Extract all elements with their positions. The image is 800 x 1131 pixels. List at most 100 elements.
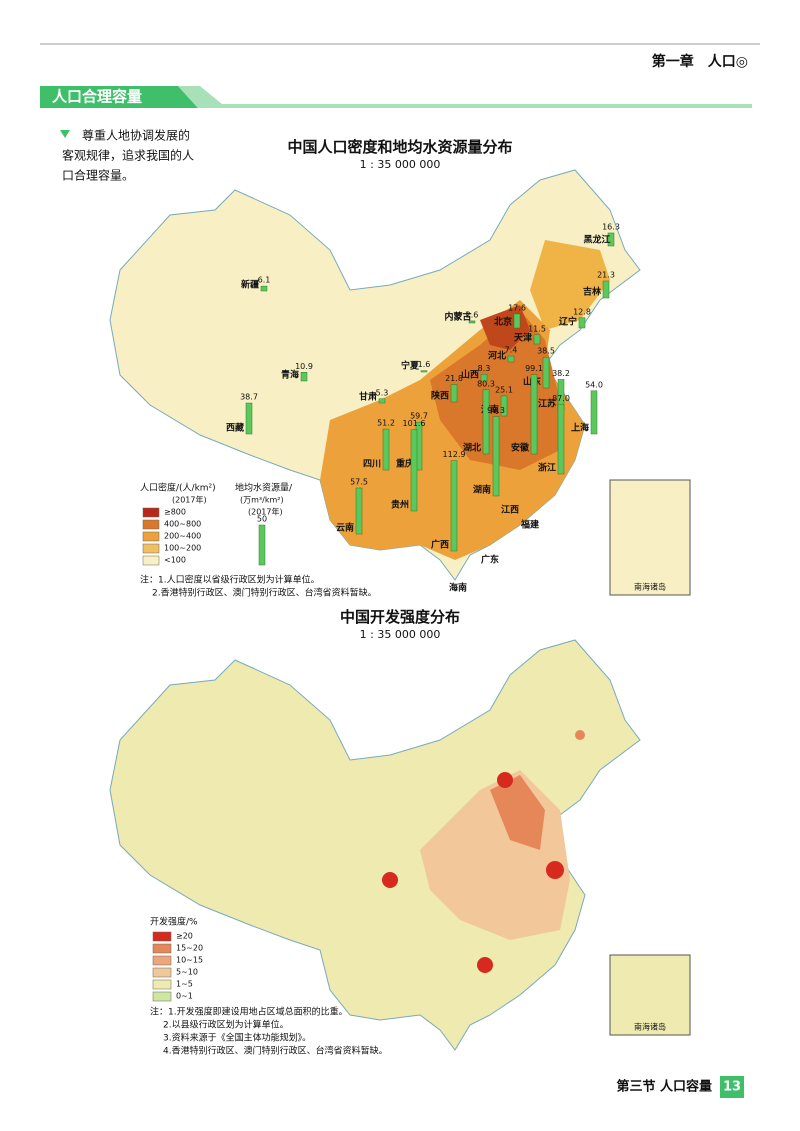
footer-section: 第三节 人口容量 bbox=[616, 1079, 712, 1095]
province-name: 广西 bbox=[431, 539, 449, 551]
map-scale: 1 : 35 000 000 bbox=[360, 158, 441, 171]
water-value: 21.8 bbox=[445, 374, 463, 383]
legend-label: 10~15 bbox=[176, 956, 203, 965]
note: 3.资料来源于《全国主体功能规划》。 bbox=[163, 1032, 311, 1044]
water-value: 16.3 bbox=[602, 222, 620, 231]
map-1: 南海诸岛 bbox=[109, 169, 691, 596]
province-name: 广东 bbox=[481, 554, 499, 566]
water-bar bbox=[602, 280, 610, 299]
section-banner-tail bbox=[178, 86, 752, 108]
water-value: 57.5 bbox=[350, 478, 368, 487]
water-bar bbox=[480, 374, 488, 382]
note: 注：1.人口密度以省级行政区划为计算单位。 bbox=[140, 574, 320, 586]
legend-label: 5~10 bbox=[176, 968, 198, 977]
water-bar bbox=[410, 429, 418, 512]
legend-label: <100 bbox=[164, 556, 186, 565]
province-name: 宁夏 bbox=[401, 360, 420, 372]
intensity-spot bbox=[382, 872, 398, 888]
section-banner bbox=[40, 86, 198, 108]
map-2: 南海诸岛 bbox=[109, 639, 691, 1051]
intensity-spot bbox=[575, 730, 585, 740]
water-bar bbox=[378, 398, 386, 404]
note: 注：1.开发强度即建设用地占区域总面积的比重。 bbox=[150, 1006, 348, 1018]
water-value: 59.7 bbox=[410, 412, 428, 421]
water-bar bbox=[492, 416, 500, 497]
intensity-spot bbox=[497, 772, 513, 788]
water-bar bbox=[578, 317, 586, 329]
legend-swatch bbox=[152, 967, 172, 978]
province-name: 海南 bbox=[449, 582, 467, 594]
legend: 开发强度/% ≥20 15~20 10~15 5~10 1~5 0~1 bbox=[150, 916, 203, 1002]
water-value: 2.6 bbox=[466, 310, 479, 319]
water-value: 6.1 bbox=[258, 276, 271, 285]
map-title: 中国开发强度分布 bbox=[340, 608, 460, 626]
province-name: 贵州 bbox=[391, 499, 409, 511]
page-number-box bbox=[720, 1076, 744, 1098]
legend-swatch bbox=[142, 507, 160, 518]
water-bar bbox=[500, 395, 508, 417]
water-value: 38.7 bbox=[240, 393, 258, 402]
inset-label: 南海诸岛 bbox=[634, 582, 666, 592]
legend-subtitle: (2017年) bbox=[248, 507, 283, 517]
province-name: 重庆 bbox=[396, 458, 414, 470]
province-name: 内蒙古 bbox=[444, 311, 471, 323]
province-name: 浙江 bbox=[538, 462, 556, 474]
province-name: 云南 bbox=[336, 522, 354, 534]
map-scale: 1 : 35 000 000 bbox=[360, 628, 441, 641]
intensity-spot bbox=[477, 957, 493, 973]
water-value: 38.2 bbox=[552, 369, 570, 378]
province-name: 吉林 bbox=[583, 286, 602, 298]
water-value: 10.9 bbox=[295, 362, 313, 371]
water-bar bbox=[607, 232, 615, 247]
province-name: 青海 bbox=[281, 369, 299, 381]
legend-label: 15~20 bbox=[176, 944, 203, 953]
water-value: 99.3 bbox=[487, 406, 505, 415]
water-value: 7.4 bbox=[505, 346, 518, 355]
side-note-line: 客观规律，追求我国的人 bbox=[62, 148, 194, 163]
water-value: 101.6 bbox=[403, 419, 426, 428]
water-value: 12.8 bbox=[573, 307, 591, 316]
section-title: 人口合理容量 bbox=[52, 88, 142, 106]
note: 4.香港特别行政区、澳门特别行政区、台湾省资料暂缺。 bbox=[163, 1045, 388, 1057]
province-name: 湖北 bbox=[463, 442, 481, 454]
water-value: 5.3 bbox=[376, 388, 389, 397]
intensity-region bbox=[490, 775, 545, 850]
side-note-line: 尊重人地协调发展的 bbox=[82, 128, 190, 143]
province-name: 四川 bbox=[363, 459, 381, 470]
legend-subtitle: (万m³/km²) bbox=[240, 496, 284, 505]
province-name: 江西 bbox=[501, 504, 519, 516]
water-value: 87.0 bbox=[552, 394, 570, 403]
province-name: 上海 bbox=[571, 422, 589, 434]
water-bar bbox=[590, 390, 598, 435]
chapter-title: 第一章 人口◎ bbox=[652, 53, 748, 70]
water-bar bbox=[420, 370, 428, 373]
legend-swatch bbox=[152, 931, 172, 942]
side-note-line: 口合理容量。 bbox=[62, 168, 134, 183]
inset-frame bbox=[609, 479, 691, 596]
province-name: 天津 bbox=[514, 332, 532, 344]
legend-swatch bbox=[152, 979, 172, 990]
note: 2.以县级行政区划为计算单位。 bbox=[163, 1019, 289, 1031]
legend-label: 200~400 bbox=[164, 532, 201, 541]
legend-label: 50 bbox=[257, 515, 267, 524]
page-number: 13 bbox=[723, 1080, 741, 1095]
water-value: 112.9 bbox=[443, 450, 466, 459]
legend-title: 开发强度/% bbox=[150, 916, 198, 928]
water-bar bbox=[450, 384, 458, 403]
province-name: 黑龙江 bbox=[583, 234, 610, 246]
map-title: 中国人口密度和地均水资源量分布 bbox=[287, 138, 512, 156]
province-name: 安徽 bbox=[511, 442, 530, 454]
water-bar bbox=[300, 372, 308, 382]
water-value: 1.6 bbox=[418, 360, 431, 369]
water-bar bbox=[557, 404, 565, 475]
province-name: 江苏 bbox=[538, 398, 556, 410]
water-bar bbox=[245, 402, 253, 435]
legend-subtitle: (2017年) bbox=[172, 495, 207, 505]
province-name: 山西 bbox=[461, 369, 479, 381]
province-name: 北京 bbox=[494, 316, 512, 328]
water-bar bbox=[530, 374, 538, 455]
water-bar bbox=[468, 320, 476, 324]
note: 2.香港特别行政区、澳门特别行政区、台湾省资料暂缺。 bbox=[152, 587, 377, 599]
legend-swatch bbox=[152, 955, 172, 966]
